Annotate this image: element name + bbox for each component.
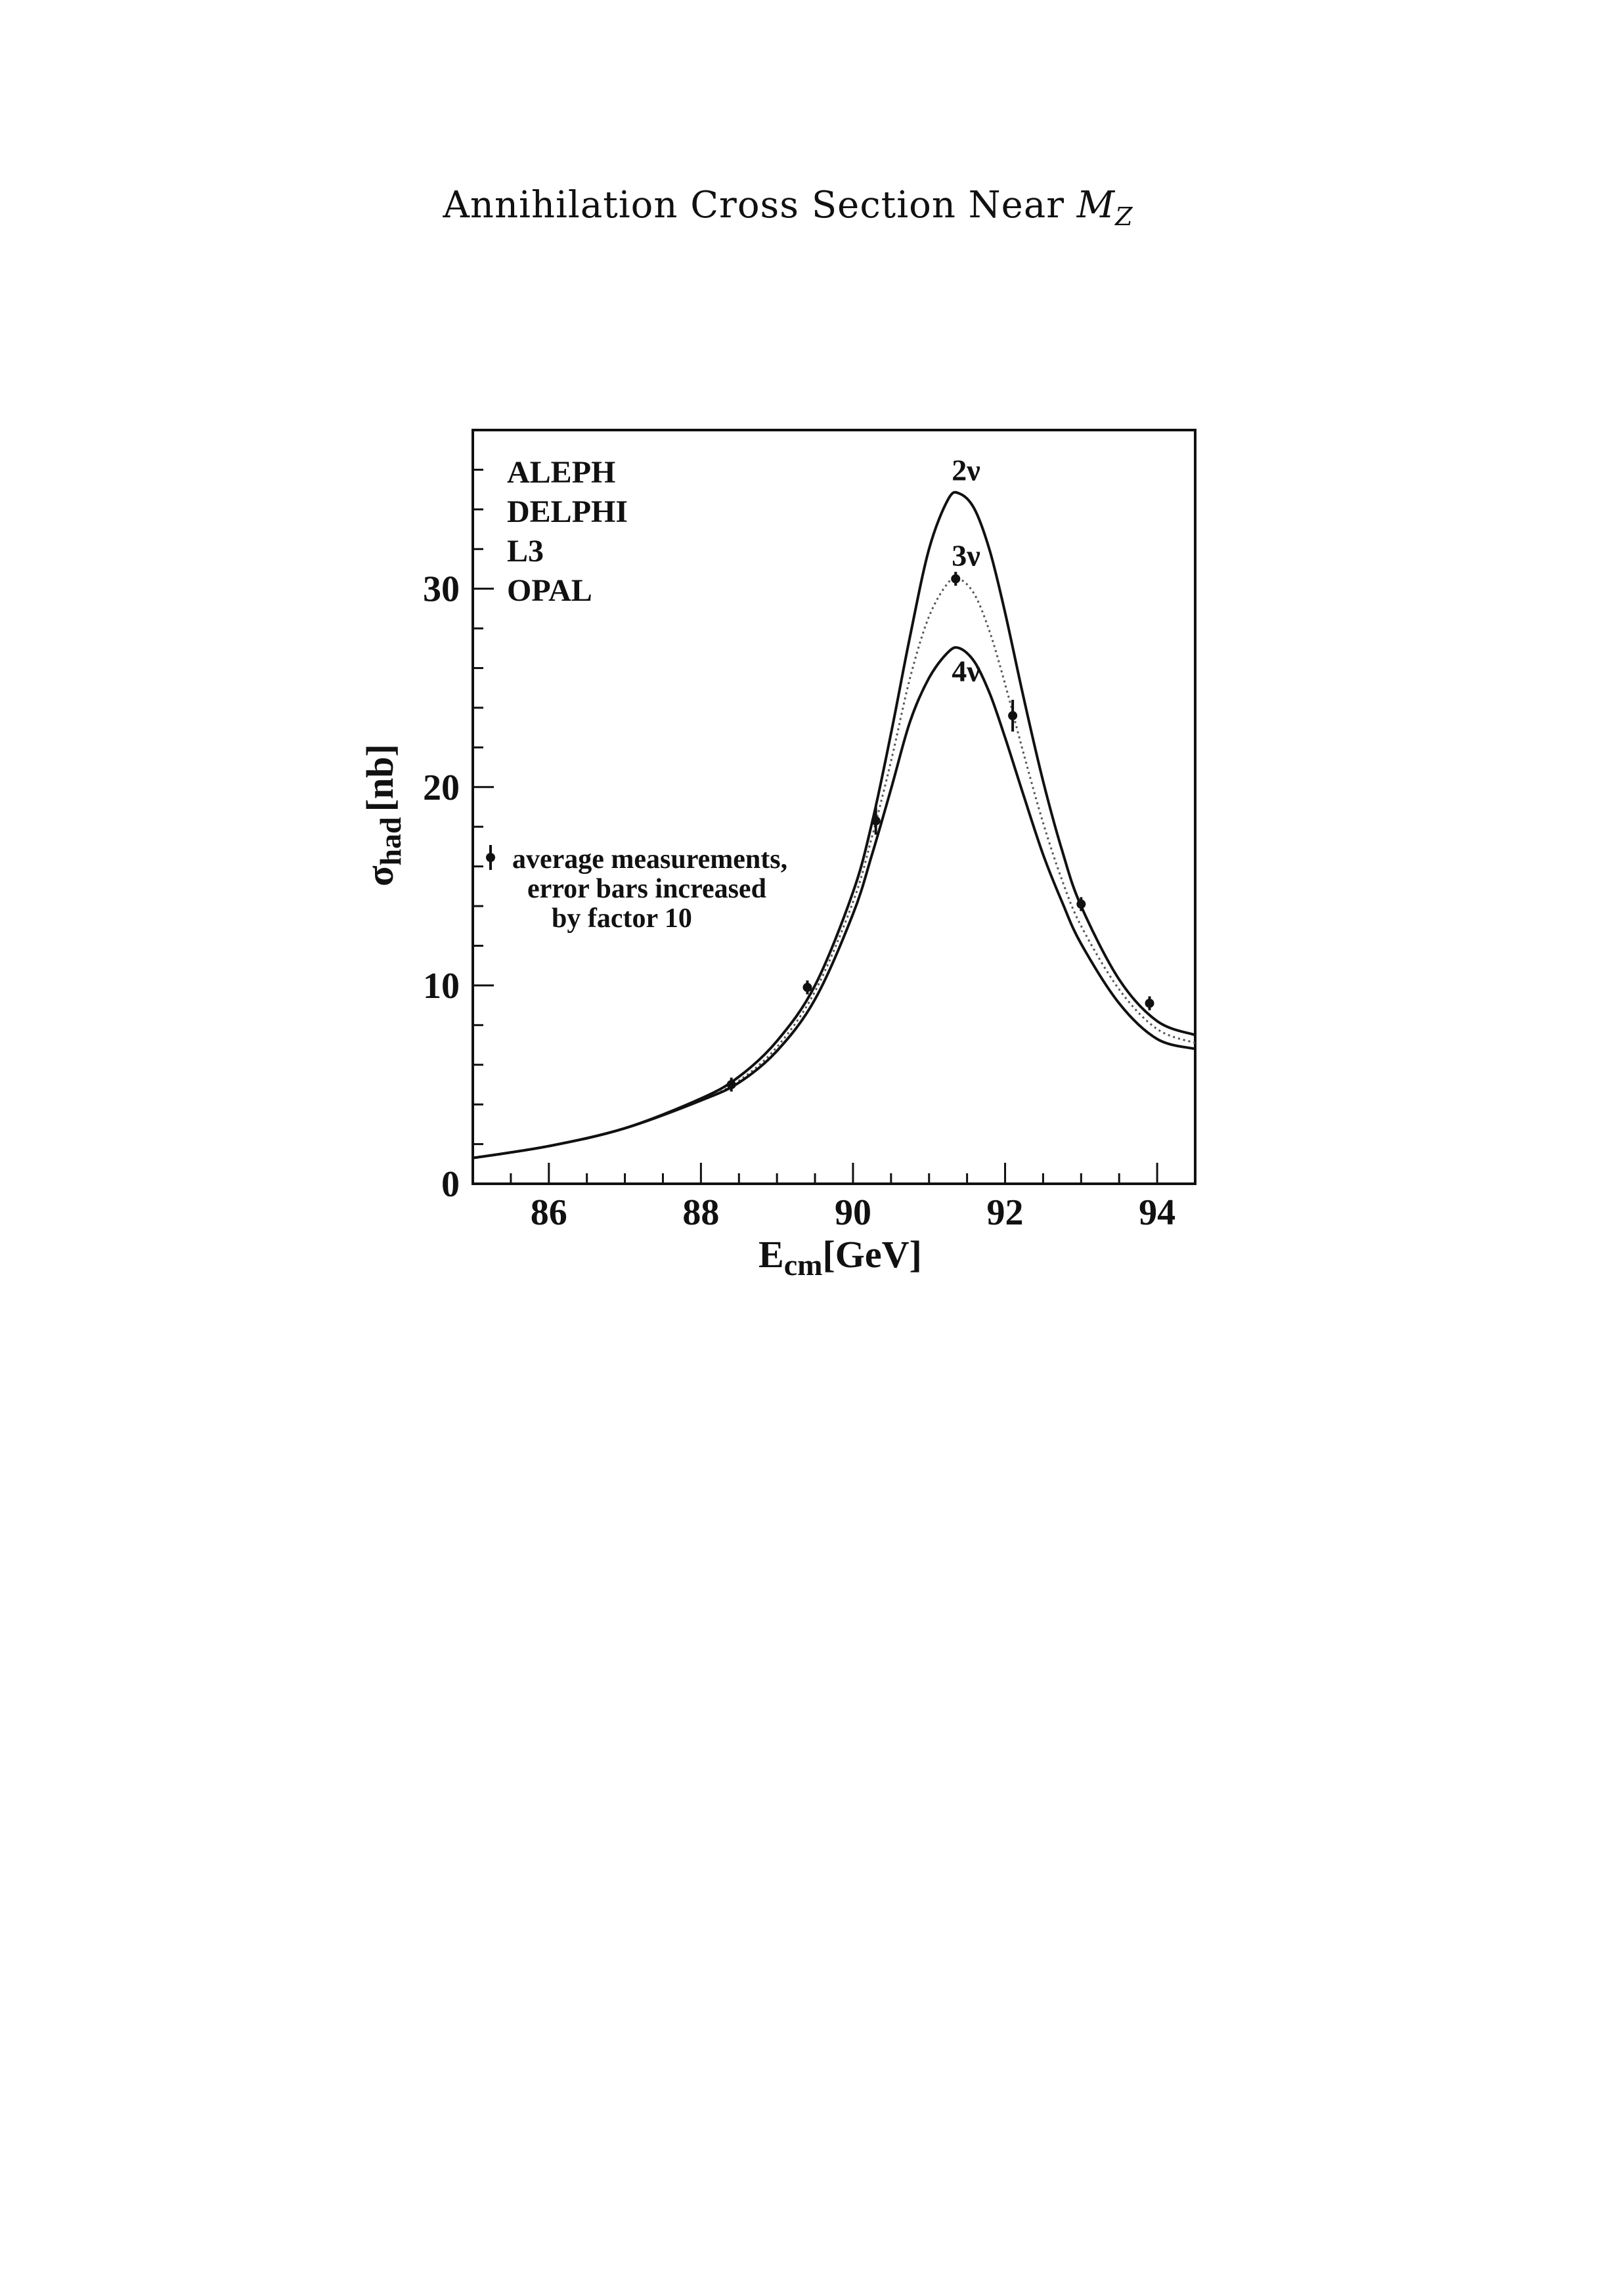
page-title: Annihilation Cross Section Near MZ xyxy=(0,184,1576,231)
annotation-line-2: error bars increased xyxy=(527,874,766,904)
x-tick-label: 94 xyxy=(1139,1192,1175,1233)
measurement-point xyxy=(951,574,961,584)
page-title-symbol: MZ xyxy=(1076,184,1133,232)
experiment-l3: L3 xyxy=(507,534,544,569)
plot-frame xyxy=(472,429,1196,1185)
annotation-line-3: by factor 10 xyxy=(552,903,692,934)
curve-4nu xyxy=(472,646,1196,1159)
measurement-point xyxy=(1008,711,1018,721)
measurement-point xyxy=(871,816,881,826)
measurement-point xyxy=(802,982,812,992)
y-tick-label: 0 xyxy=(441,1164,460,1205)
measurements-group xyxy=(726,572,1154,1092)
y-axis-ticks: 0 10 20 30 xyxy=(423,429,494,1205)
experiments-list: ALEPH DELPHI L3 OPAL xyxy=(507,455,628,608)
y-tick-label: 30 xyxy=(423,569,460,610)
x-tick-label: 90 xyxy=(835,1192,871,1233)
page-title-text: Annihilation Cross Section Near xyxy=(443,184,1077,227)
curve-label-3nu: 3ν xyxy=(952,539,980,573)
y-tick-label: 20 xyxy=(423,768,460,808)
experiment-opal: OPAL xyxy=(507,573,592,608)
x-tick-label: 86 xyxy=(531,1192,567,1233)
labels-group: 2ν 3ν 4ν xyxy=(952,454,980,688)
measurement-point xyxy=(726,1079,736,1089)
annotation-legend: average measurements, error bars increas… xyxy=(486,844,787,934)
measurement-point xyxy=(1145,999,1154,1008)
curve-label-2nu: 2ν xyxy=(952,454,980,487)
experiment-delphi: DELPHI xyxy=(507,494,628,529)
x-axis-ticks: 86 88 90 92 94 xyxy=(510,1163,1196,1233)
x-axis-title: Ecm[GeV] xyxy=(758,1233,922,1282)
measurement-point xyxy=(1076,899,1086,909)
x-tick-label: 88 xyxy=(682,1192,719,1233)
y-axis-title: σhad[nb] xyxy=(359,744,407,886)
annotation-line-1: average measurements, xyxy=(512,844,787,875)
experiment-aleph: ALEPH xyxy=(507,455,615,490)
legend-marker xyxy=(486,853,495,862)
curve-label-4nu: 4ν xyxy=(952,654,980,687)
x-tick-label: 92 xyxy=(987,1192,1024,1233)
y-tick-label: 10 xyxy=(423,966,460,1007)
